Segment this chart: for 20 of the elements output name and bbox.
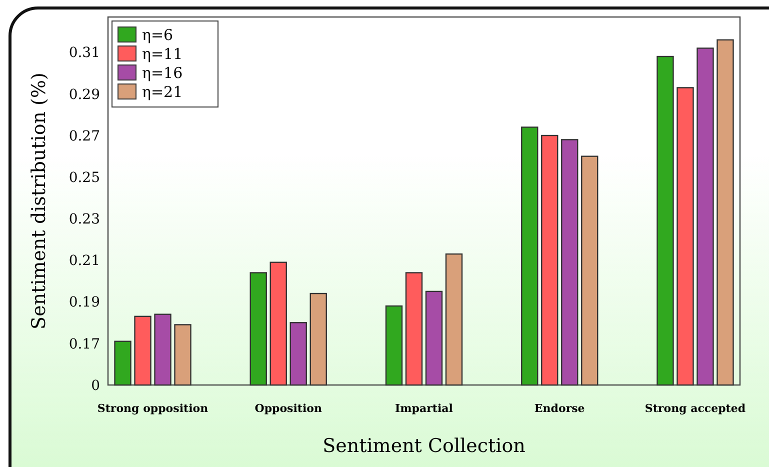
y-tick-label: 0.23 [68, 212, 100, 228]
x-tick-label: Strong opposition [97, 402, 208, 415]
y-tick-label: 0.25 [68, 170, 100, 186]
x-tick-label: Endorse [534, 402, 585, 415]
y-tick-label: 0.17 [68, 336, 100, 352]
legend-label: η=6 [142, 26, 174, 44]
y-tick-label: 0 [91, 378, 100, 394]
y-tick-label: 0.29 [68, 86, 100, 103]
x-tick-label: Impartial [395, 402, 453, 415]
legend-label: η=21 [142, 83, 183, 101]
x-axis-title: Sentiment Collection [322, 435, 526, 457]
y-tick-label: 0.27 [68, 128, 100, 144]
x-tick-label: Strong accepted [644, 402, 746, 415]
y-tick-label: 0.21 [68, 253, 100, 270]
y-tick-label: 0.31 [68, 45, 100, 62]
legend-label: η=16 [142, 64, 183, 82]
y-axis-title: Sentiment distribution (%) [28, 72, 50, 330]
legend-label: η=11 [142, 45, 183, 63]
x-tick-label: Opposition [254, 402, 322, 415]
y-tick-label: 0.19 [68, 294, 100, 311]
